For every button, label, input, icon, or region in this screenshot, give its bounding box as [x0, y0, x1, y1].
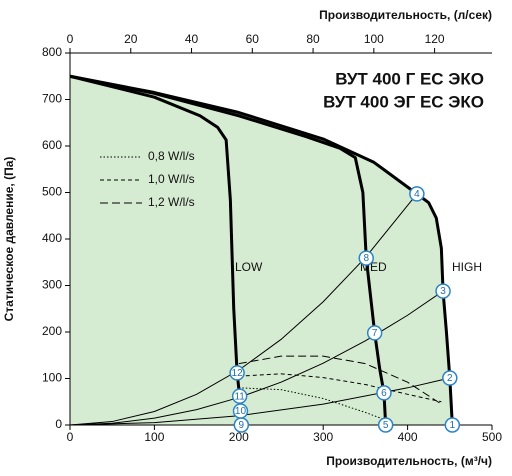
point-label: 11 [234, 391, 245, 402]
x2-tick-label: 60 [246, 32, 260, 46]
chart-title: ВУТ 400 ЭГ ЕС ЭКО [323, 92, 484, 111]
legend-label: 1,0 W/l/s [148, 172, 195, 186]
point-marker [409, 186, 425, 202]
x2-tick-label: 20 [124, 32, 138, 46]
x2-tick-label: 100 [364, 32, 384, 46]
area [70, 76, 453, 425]
point-label: 6 [381, 388, 387, 399]
point-marker [358, 250, 374, 266]
curve-label: LOW [235, 260, 263, 274]
point-label: 9 [239, 420, 245, 431]
legend-label: 1,2 W/l/s [148, 195, 195, 209]
power-curve [238, 387, 387, 421]
curve-label: HIGH [452, 260, 482, 274]
fan-curve [69, 74, 388, 426]
power-curve [238, 355, 442, 405]
x-tick-label: 0 [67, 430, 74, 444]
chart-title: ВУТ 400 Г ЕС ЭКО [335, 69, 484, 88]
power-curve [238, 373, 442, 403]
y-tick-label: 300 [42, 278, 62, 292]
point-marker [232, 403, 249, 419]
y-tick-label: 700 [42, 92, 62, 106]
point-marker [229, 365, 245, 381]
point-label: 12 [232, 368, 244, 379]
point-label: 3 [440, 286, 446, 297]
system-curve [69, 290, 444, 426]
point-label: 1 [450, 420, 456, 431]
y-tick-label: 100 [42, 371, 62, 385]
point-label: 10 [235, 406, 247, 417]
x2-axis-title: Производительность, (л/сек) [319, 8, 492, 22]
y-tick-label: 500 [42, 185, 62, 199]
point-marker [435, 283, 451, 299]
point-marker [442, 370, 458, 386]
title-box [272, 64, 490, 118]
point-marker [376, 385, 392, 401]
point-label: 7 [372, 328, 378, 339]
x2-tick-label: 40 [185, 32, 199, 46]
y-tick-label: 600 [42, 138, 62, 152]
x2-tick-label: 0 [67, 32, 74, 46]
legend-label: 0,8 W/l/s [148, 149, 195, 163]
fan-curve [69, 74, 454, 426]
point-label: 5 [383, 420, 389, 431]
point-marker [444, 417, 461, 433]
y-axis-title: Статическое давление, (Па) [2, 157, 16, 322]
x2-tick-label: 120 [425, 32, 445, 46]
point-label: 2 [447, 373, 453, 384]
y-tick-label: 0 [55, 417, 62, 431]
y-tick-label: 400 [42, 231, 62, 245]
point-label: 8 [363, 253, 369, 264]
point-marker [366, 325, 383, 341]
point-label: 4 [414, 189, 420, 200]
x-axis-title: Производительность, (м³/ч) [326, 454, 492, 468]
x-tick-label: 500 [482, 430, 502, 444]
point-marker [231, 388, 248, 404]
x-tick-label: 100 [144, 430, 164, 444]
x-tick-label: 200 [229, 430, 249, 444]
y-tick-label: 800 [42, 45, 62, 59]
x2-tick-label: 80 [306, 32, 320, 46]
system-curve [69, 377, 450, 426]
x-tick-label: 300 [313, 430, 333, 444]
y-tick-label: 200 [42, 324, 62, 338]
point-marker [377, 417, 394, 433]
x-tick-label: 400 [398, 430, 418, 444]
